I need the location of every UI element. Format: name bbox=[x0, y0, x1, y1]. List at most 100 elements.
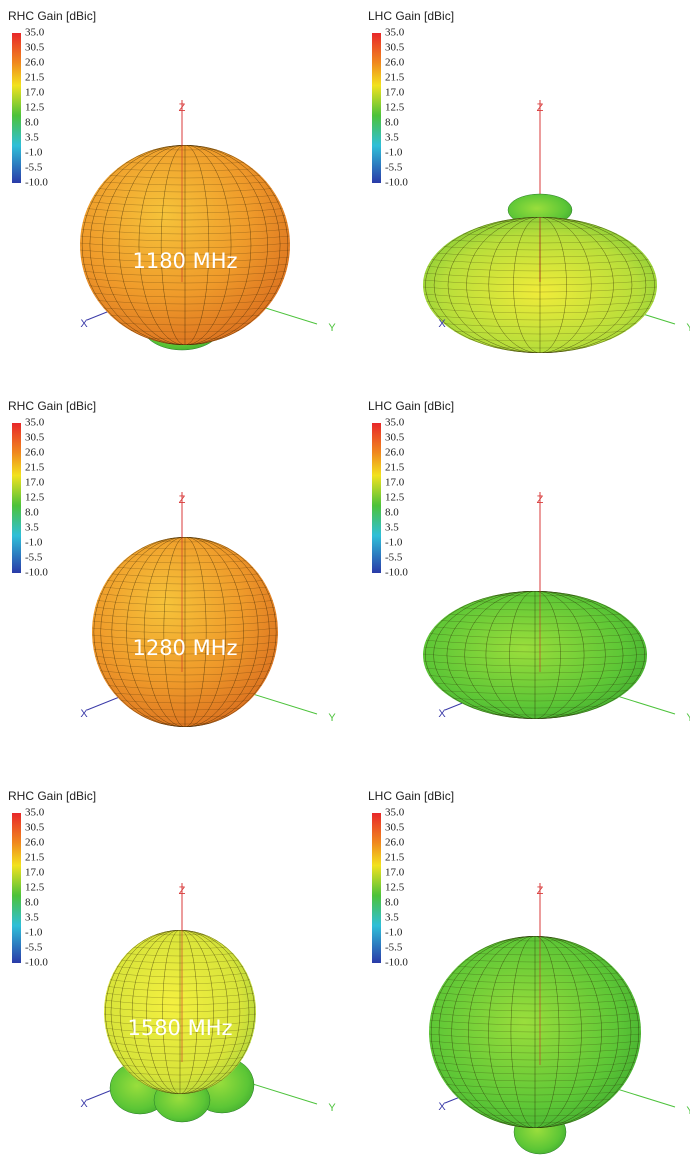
colorbar-tick-label: 12.5 bbox=[385, 492, 405, 504]
colorbar-tick-label: -5.5 bbox=[385, 552, 403, 564]
y-label: Y bbox=[686, 322, 690, 334]
y-label: Y bbox=[328, 1102, 336, 1114]
panel: LHC Gain [dBic] 35.0 30.5 26.0 21.5 17.0 12.5 8… bbox=[368, 399, 690, 724]
frequency-label: 1580 MHz bbox=[127, 1016, 232, 1040]
x-label: X bbox=[80, 318, 88, 330]
colorbar-tick-label: 35.0 bbox=[385, 27, 405, 39]
z-label: Z bbox=[179, 885, 186, 897]
y-label: Y bbox=[686, 1105, 690, 1117]
colorbar-tick-label: 8.0 bbox=[385, 507, 399, 519]
colorbar bbox=[372, 813, 381, 963]
colorbar-tick-label: 21.5 bbox=[385, 852, 405, 864]
colorbar-tick-label: 30.5 bbox=[25, 432, 45, 444]
colorbar-tick-label: 12.5 bbox=[385, 102, 405, 114]
colorbar-tick-label: 26.0 bbox=[25, 57, 45, 69]
colorbar-tick-label: 17.0 bbox=[25, 477, 45, 489]
colorbar-tick-label: 17.0 bbox=[25, 867, 45, 879]
colorbar-tick-label: 26.0 bbox=[385, 447, 405, 459]
colorbar-tick-label: -1.0 bbox=[25, 927, 43, 939]
colorbar-tick-label: 26.0 bbox=[385, 57, 405, 69]
colorbar-tick-label: 30.5 bbox=[25, 822, 45, 834]
colorbar-tick-label: 12.5 bbox=[25, 882, 45, 894]
z-label: Z bbox=[537, 494, 544, 506]
colorbar-tick-label: 21.5 bbox=[385, 462, 405, 474]
colorbar-tick-label: 8.0 bbox=[25, 507, 39, 519]
colorbar-tick-label: 8.0 bbox=[25, 117, 39, 129]
colorbar-tick-label: -10.0 bbox=[385, 177, 408, 189]
colorbar bbox=[372, 33, 381, 183]
colorbar-tick-label: 35.0 bbox=[25, 417, 45, 429]
colorbar-tick-label: 26.0 bbox=[385, 837, 405, 849]
colorbar-tick-label: 35.0 bbox=[385, 807, 405, 819]
panel: LHC Gain [dBic]35.030.526.021.517.012.58… bbox=[368, 9, 690, 355]
frequency-label: 1280 MHz bbox=[132, 636, 237, 660]
panel: RHC Gain [dBic] 35.0 30.5 26.0 21.5 17.0 12.5 8… bbox=[8, 399, 336, 731]
colorbar-tick-label: 8.0 bbox=[25, 897, 39, 909]
panel-title: RHC Gain [dBic] bbox=[8, 789, 96, 803]
colorbar-tick-label: -10.0 bbox=[385, 567, 408, 579]
colorbar-tick-label: -10.0 bbox=[25, 177, 48, 189]
colorbar-tick-label: 26.0 bbox=[25, 447, 45, 459]
colorbar-tick-label: 30.5 bbox=[385, 42, 405, 54]
colorbar-tick-label: 21.5 bbox=[25, 462, 45, 474]
x-label: X bbox=[80, 1098, 88, 1110]
colorbar-tick-label: -10.0 bbox=[25, 567, 48, 579]
z-label: Z bbox=[537, 885, 544, 897]
colorbar-tick-label: -5.5 bbox=[25, 942, 43, 954]
colorbar-tick-label: -10.0 bbox=[25, 957, 48, 969]
figure: RHC Gain [dBic] 35.0 30.5 26.0 21.5 17.0 12.5 8… bbox=[0, 0, 690, 1167]
z-label: Z bbox=[537, 102, 544, 114]
colorbar bbox=[12, 423, 21, 573]
z-label: Z bbox=[179, 102, 186, 114]
colorbar-tick-label: 21.5 bbox=[25, 72, 45, 84]
colorbar-tick-label: 35.0 bbox=[25, 27, 45, 39]
colorbar-tick-label: 35.0 bbox=[385, 417, 405, 429]
x-label: X bbox=[438, 708, 446, 720]
colorbar-tick-label: 3.5 bbox=[385, 912, 399, 924]
colorbar-tick-label: -10.0 bbox=[385, 957, 408, 969]
colorbar-tick-label: 3.5 bbox=[385, 522, 399, 534]
colorbar-tick-label: -1.0 bbox=[385, 537, 403, 549]
y-label: Y bbox=[328, 322, 336, 334]
colorbar-tick-label: 8.0 bbox=[385, 117, 399, 129]
colorbar-tick-label: 17.0 bbox=[385, 867, 405, 879]
colorbar-tick-label: 12.5 bbox=[25, 492, 45, 504]
panel-title: LHC Gain [dBic] bbox=[368, 9, 454, 23]
colorbar-tick-label: -1.0 bbox=[25, 537, 43, 549]
colorbar-tick-label: 3.5 bbox=[25, 912, 39, 924]
z-label: Z bbox=[179, 494, 186, 506]
colorbar-tick-label: 17.0 bbox=[385, 477, 405, 489]
colorbar-tick-label: -5.5 bbox=[25, 162, 43, 174]
colorbar bbox=[372, 423, 381, 573]
colorbar-tick-label: 21.5 bbox=[25, 852, 45, 864]
panel-title: RHC Gain [dBic] bbox=[8, 9, 96, 23]
colorbar-tick-label: 30.5 bbox=[385, 822, 405, 834]
colorbar-tick-label: -1.0 bbox=[385, 147, 403, 159]
colorbar-tick-label: 3.5 bbox=[25, 522, 39, 534]
panel-title: LHC Gain [dBic] bbox=[368, 399, 454, 413]
colorbar-tick-label: -5.5 bbox=[385, 162, 403, 174]
colorbar-tick-label: -1.0 bbox=[25, 147, 43, 159]
colorbar-tick-label: 17.0 bbox=[25, 87, 45, 99]
colorbar-tick-label: 12.5 bbox=[385, 882, 405, 894]
colorbar bbox=[12, 33, 21, 183]
panel: RHC Gain [dBic]35.030.526.021.517.012.58… bbox=[8, 789, 336, 1122]
panel-title: RHC Gain [dBic] bbox=[8, 399, 96, 413]
colorbar-tick-label: 21.5 bbox=[385, 72, 405, 84]
colorbar-tick-label: -5.5 bbox=[385, 942, 403, 954]
colorbar-tick-label: 30.5 bbox=[385, 432, 405, 444]
x-label: X bbox=[80, 708, 88, 720]
y-label: Y bbox=[686, 712, 690, 724]
panel-title: LHC Gain [dBic] bbox=[368, 789, 454, 803]
colorbar bbox=[12, 813, 21, 963]
panel: RHC Gain [dBic]35.030.526.021.517.012.58… bbox=[8, 9, 336, 350]
colorbar-tick-label: 30.5 bbox=[25, 42, 45, 54]
y-label: Y bbox=[328, 712, 336, 724]
panel: LHC Gain [dBic] 35.0 30.5 26.0 21.5 17.0 12.5 8… bbox=[368, 789, 690, 1154]
x-label: X bbox=[438, 318, 446, 330]
colorbar-tick-label: 8.0 bbox=[385, 897, 399, 909]
colorbar-tick-label: -5.5 bbox=[25, 552, 43, 564]
colorbar-tick-label: -1.0 bbox=[385, 927, 403, 939]
colorbar-tick-label: 35.0 bbox=[25, 807, 45, 819]
frequency-label: 1180 MHz bbox=[132, 249, 237, 273]
